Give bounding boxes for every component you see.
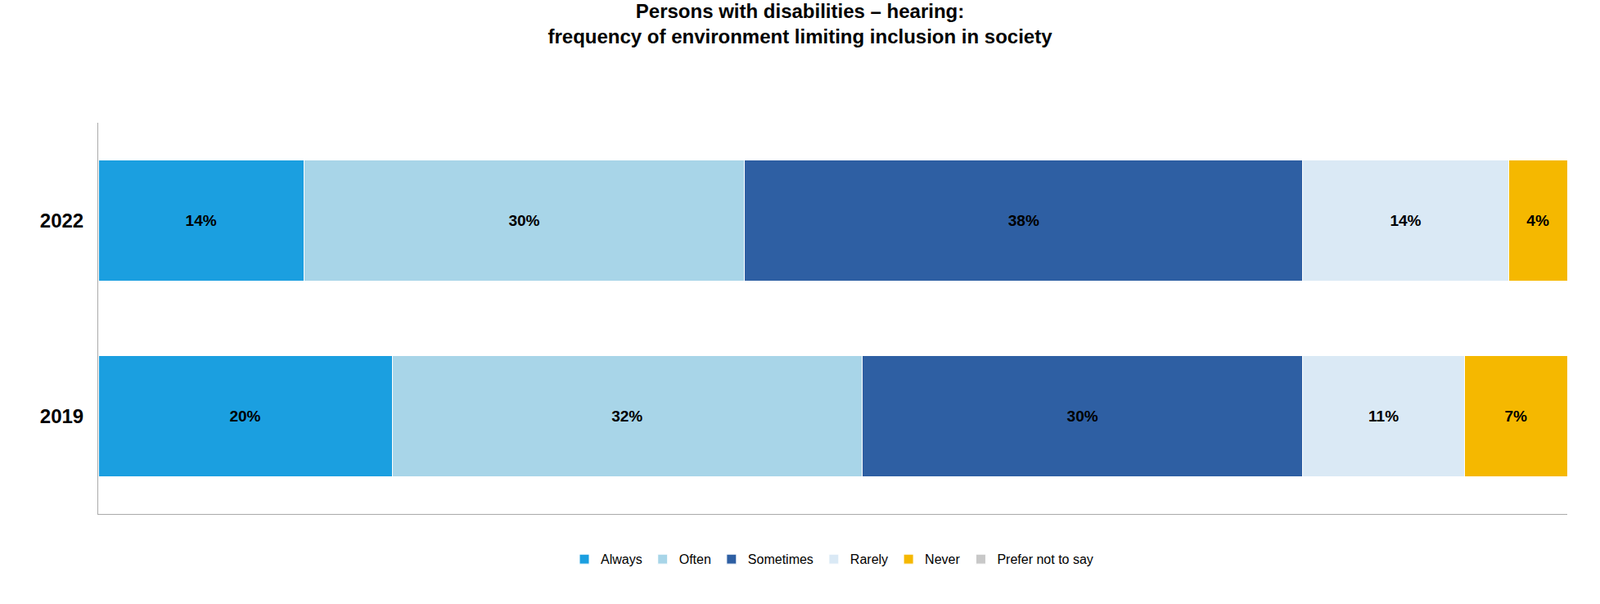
svg-text:30%: 30% (1067, 407, 1099, 425)
svg-text:32%: 32% (611, 407, 643, 425)
svg-text:20%: 20% (229, 407, 261, 425)
svg-text:7%: 7% (1504, 407, 1528, 425)
svg-text:14%: 14% (185, 211, 217, 230)
svg-text:Rarely: Rarely (850, 552, 888, 567)
svg-text:11%: 11% (1368, 407, 1399, 425)
svg-text:38%: 38% (1008, 211, 1040, 230)
svg-text:2022: 2022 (40, 209, 84, 232)
svg-text:Often: Often (679, 552, 712, 567)
svg-text:2019: 2019 (40, 405, 84, 428)
svg-text:30%: 30% (508, 211, 540, 230)
svg-text:Prefer not to say: Prefer not to say (996, 552, 1093, 567)
svg-text:Sometimes: Sometimes (748, 552, 814, 567)
svg-text:14%: 14% (1389, 211, 1421, 230)
svg-text:Persons with disabilities – he: Persons with disabilities – hearing:freq… (547, 0, 1053, 48)
svg-text:4%: 4% (1526, 211, 1550, 230)
svg-text:Never: Never (924, 552, 960, 567)
svg-text:Always: Always (600, 552, 643, 567)
